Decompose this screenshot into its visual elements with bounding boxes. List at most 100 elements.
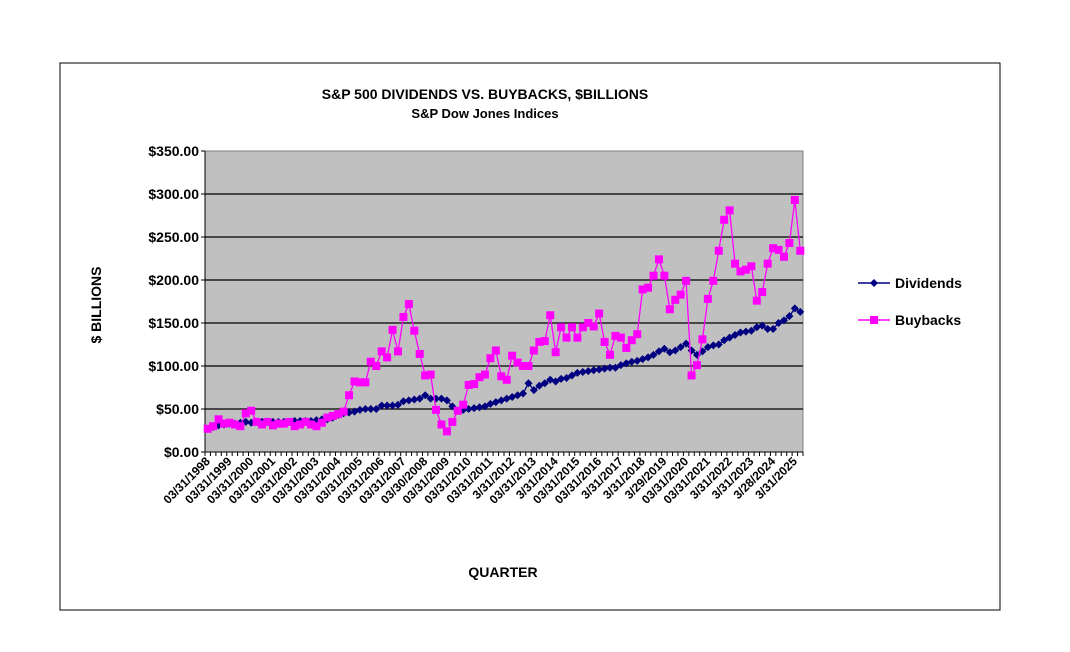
data-point — [779, 316, 788, 325]
legend-dividends-label: Dividends — [895, 275, 962, 291]
data-point — [671, 295, 680, 304]
data-point — [557, 374, 566, 383]
data-point — [644, 353, 653, 362]
chart-title: S&P 500 DIVIDENDS VS. BUYBACKS, $BILLION… — [322, 86, 648, 102]
y-tick-label: $0.00 — [164, 444, 199, 460]
data-point — [502, 375, 511, 384]
data-point — [404, 300, 413, 309]
legend-buybacks-marker — [870, 316, 878, 324]
data-point — [627, 357, 636, 366]
data-point — [296, 420, 305, 429]
data-point — [769, 325, 778, 334]
data-point — [535, 337, 544, 346]
data-point — [633, 330, 642, 339]
data-point — [519, 389, 528, 398]
data-point — [785, 239, 794, 248]
data-point — [334, 410, 343, 419]
y-tick-label: $300.00 — [148, 186, 199, 202]
data-point — [779, 252, 788, 261]
data-point — [676, 343, 685, 352]
data-point — [606, 363, 615, 372]
data-point — [252, 417, 261, 426]
data-point — [470, 380, 479, 389]
data-point — [203, 424, 212, 433]
data-point — [714, 340, 723, 349]
data-point — [475, 403, 484, 412]
data-point — [747, 326, 756, 335]
data-point — [209, 422, 218, 431]
data-point — [383, 353, 392, 362]
data-point — [562, 374, 571, 383]
data-point — [345, 391, 354, 400]
data-point — [529, 386, 538, 395]
data-point — [595, 365, 604, 374]
data-point — [546, 311, 555, 320]
data-point — [355, 378, 364, 387]
data-point — [692, 361, 701, 370]
data-point — [741, 265, 750, 274]
data-point — [442, 396, 451, 405]
data-point — [741, 327, 750, 336]
y-tick-label: $250.00 — [148, 229, 199, 245]
data-point — [529, 346, 538, 355]
data-point — [312, 422, 321, 431]
data-point — [665, 305, 674, 314]
data-point — [421, 391, 430, 400]
data-point — [567, 323, 576, 332]
data-point — [567, 371, 576, 380]
data-point — [470, 404, 479, 413]
data-point — [649, 271, 658, 280]
data-point — [649, 350, 658, 359]
data-point — [676, 290, 685, 299]
data-point — [589, 322, 598, 331]
legend: Dividends Buybacks — [858, 275, 962, 328]
y-tick-label: $350.00 — [148, 143, 199, 159]
data-point — [573, 333, 582, 342]
data-point — [790, 196, 799, 205]
data-point — [535, 381, 544, 390]
data-point — [551, 348, 560, 357]
data-point — [540, 337, 549, 346]
data-point — [388, 325, 397, 334]
data-point — [769, 244, 778, 253]
data-point — [595, 309, 604, 318]
data-point — [584, 319, 593, 327]
y-tick-label: $200.00 — [148, 272, 199, 288]
data-point — [622, 343, 631, 352]
data-point — [774, 319, 783, 327]
data-point — [442, 427, 451, 436]
data-point — [758, 321, 767, 330]
data-point — [540, 379, 549, 388]
chart-subtitle: S&P Dow Jones Indices — [411, 106, 558, 121]
data-point — [453, 406, 462, 415]
data-point — [600, 337, 609, 346]
data-point — [682, 339, 691, 348]
data-point — [790, 304, 799, 313]
data-point — [410, 326, 419, 335]
data-point — [644, 283, 653, 292]
y-tick-label: $150.00 — [148, 315, 199, 331]
data-point — [606, 350, 615, 359]
data-point — [377, 401, 386, 410]
data-point — [426, 370, 435, 379]
data-point — [421, 371, 430, 380]
data-point — [258, 420, 267, 429]
data-point — [725, 333, 734, 342]
data-point — [361, 405, 370, 413]
data-point — [627, 336, 636, 345]
data-point — [377, 347, 386, 356]
data-point — [714, 246, 723, 255]
data-point — [361, 378, 370, 387]
data-point — [796, 246, 805, 255]
data-point — [410, 395, 419, 404]
data-point — [415, 349, 424, 358]
data-point — [230, 420, 239, 429]
x-axis-label: QUARTER — [468, 564, 537, 580]
data-point — [709, 341, 718, 350]
data-point — [268, 421, 277, 430]
data-point — [486, 354, 495, 363]
data-point — [600, 364, 609, 373]
data-point — [611, 331, 620, 340]
data-point — [660, 271, 669, 280]
data-point — [562, 333, 571, 342]
